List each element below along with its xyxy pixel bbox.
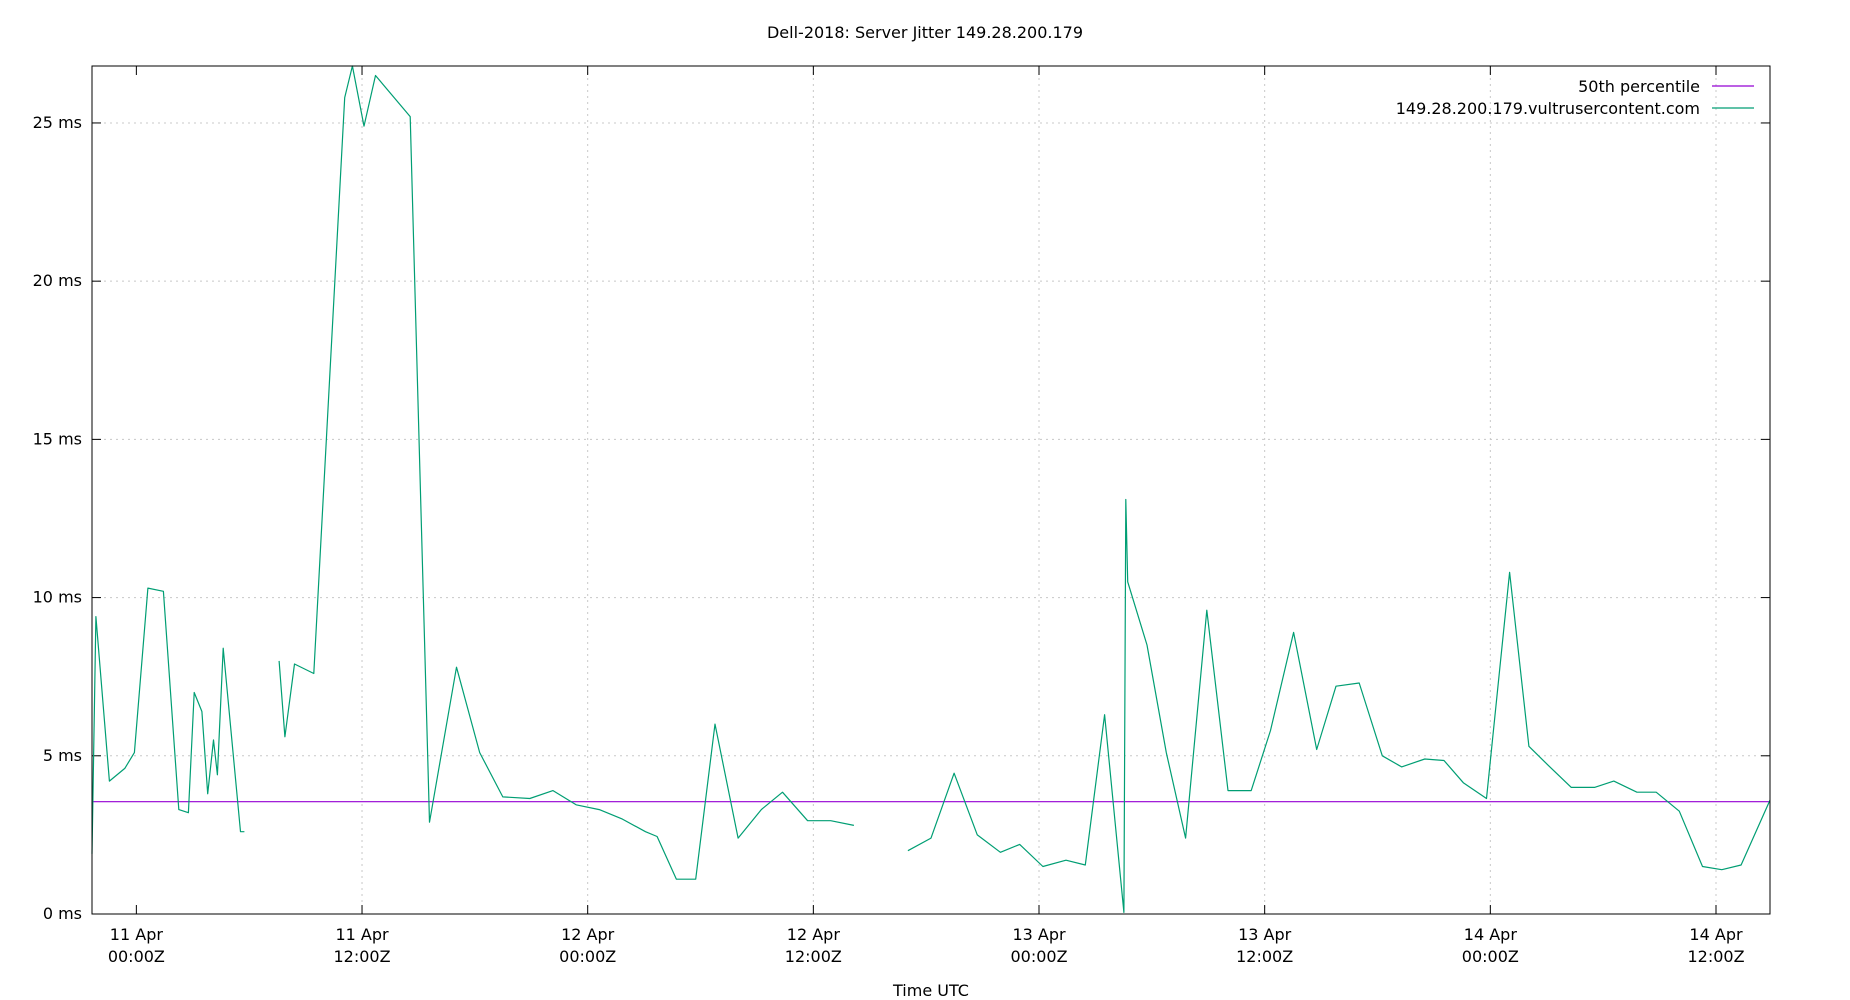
y-tick-label: 15 ms: [33, 429, 82, 448]
plot-border: [91, 65, 1771, 915]
x-tick-label-date: 12 Apr: [561, 925, 615, 944]
legend-label-percentile: 50th percentile: [1578, 77, 1700, 96]
jitter-line-segment: [91, 587, 245, 854]
y-tick-label: 10 ms: [33, 588, 82, 607]
x-tick-label-date: 14 Apr: [1689, 925, 1743, 944]
chart-title: Dell-2018: Server Jitter 149.28.200.179: [767, 23, 1083, 42]
plot-series: [91, 65, 1771, 914]
x-tick-label-time: 12:00Z: [333, 947, 390, 966]
y-tick-label: 0 ms: [43, 904, 82, 923]
x-tick-label-time: 00:00Z: [108, 947, 165, 966]
legend: 50th percentile 149.28.200.179.vultruser…: [1396, 77, 1754, 118]
x-tick-label-time: 12:00Z: [1236, 947, 1293, 966]
x-tick-label-date: 14 Apr: [1464, 925, 1518, 944]
x-tick-label-time: 00:00Z: [1010, 947, 1067, 966]
x-tick-label-date: 12 Apr: [787, 925, 841, 944]
jitter-line-segment: [278, 65, 855, 880]
y-tick-label: 20 ms: [33, 271, 82, 290]
x-tick-label-date: 11 Apr: [110, 925, 164, 944]
grid-lines: [92, 66, 1770, 914]
x-axis-label: Time UTC: [892, 981, 969, 1000]
legend-label-host: 149.28.200.179.vultrusercontent.com: [1396, 99, 1700, 118]
y-axis: 0 ms 5 ms 10 ms 15 ms 20 ms 25 ms: [33, 113, 1770, 923]
x-tick-label-time: 00:00Z: [1462, 947, 1519, 966]
x-tick-label-date: 13 Apr: [1238, 925, 1292, 944]
x-tick-label-date: 11 Apr: [335, 925, 389, 944]
x-tick-label-time: 00:00Z: [559, 947, 616, 966]
x-tick-label-time: 12:00Z: [785, 947, 842, 966]
x-axis: 11 Apr 00:00Z 11 Apr 12:00Z 12 Apr 00:00Z 12 A…: [108, 66, 1745, 966]
jitter-line-segment: [907, 498, 1771, 914]
y-tick-label: 25 ms: [33, 113, 82, 132]
x-tick-label-time: 12:00Z: [1687, 947, 1744, 966]
x-tick-label-date: 13 Apr: [1012, 925, 1066, 944]
y-tick-label: 5 ms: [43, 746, 82, 765]
